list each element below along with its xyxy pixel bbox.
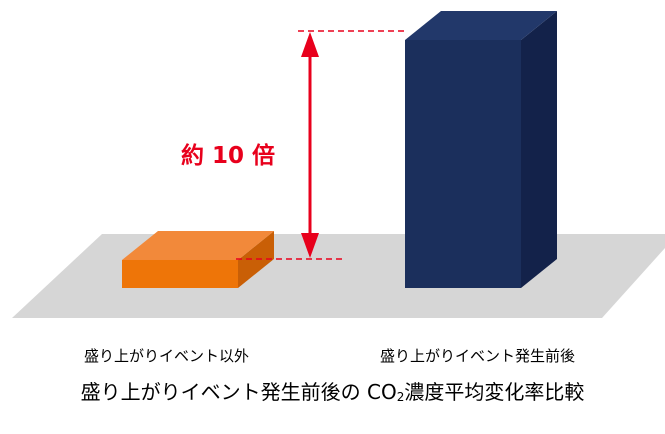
category-label-1: 盛り上がりイベント以外 (84, 347, 250, 365)
chart-title: 盛り上がりイベント発生前後の CO2濃度平均変化率比較 (0, 376, 665, 405)
category-label-2: 盛り上がりイベント発生前後 (380, 347, 576, 365)
arrow-head-up (301, 32, 319, 57)
title-subscript: 2 (396, 390, 405, 404)
annotation-label: 約 10 倍 (181, 142, 275, 169)
arrow-head-down (301, 233, 319, 258)
bar-2-side (521, 11, 557, 288)
title-suffix: 濃度平均変化率比較 (404, 380, 585, 404)
bar-1-top (122, 231, 274, 260)
bar-2-front (405, 40, 521, 288)
title-prefix: 盛り上がりイベント発生前後の CO (80, 380, 397, 404)
bar-2-top (405, 11, 557, 40)
bar-1-front (122, 260, 238, 288)
chart-floor (12, 234, 665, 318)
